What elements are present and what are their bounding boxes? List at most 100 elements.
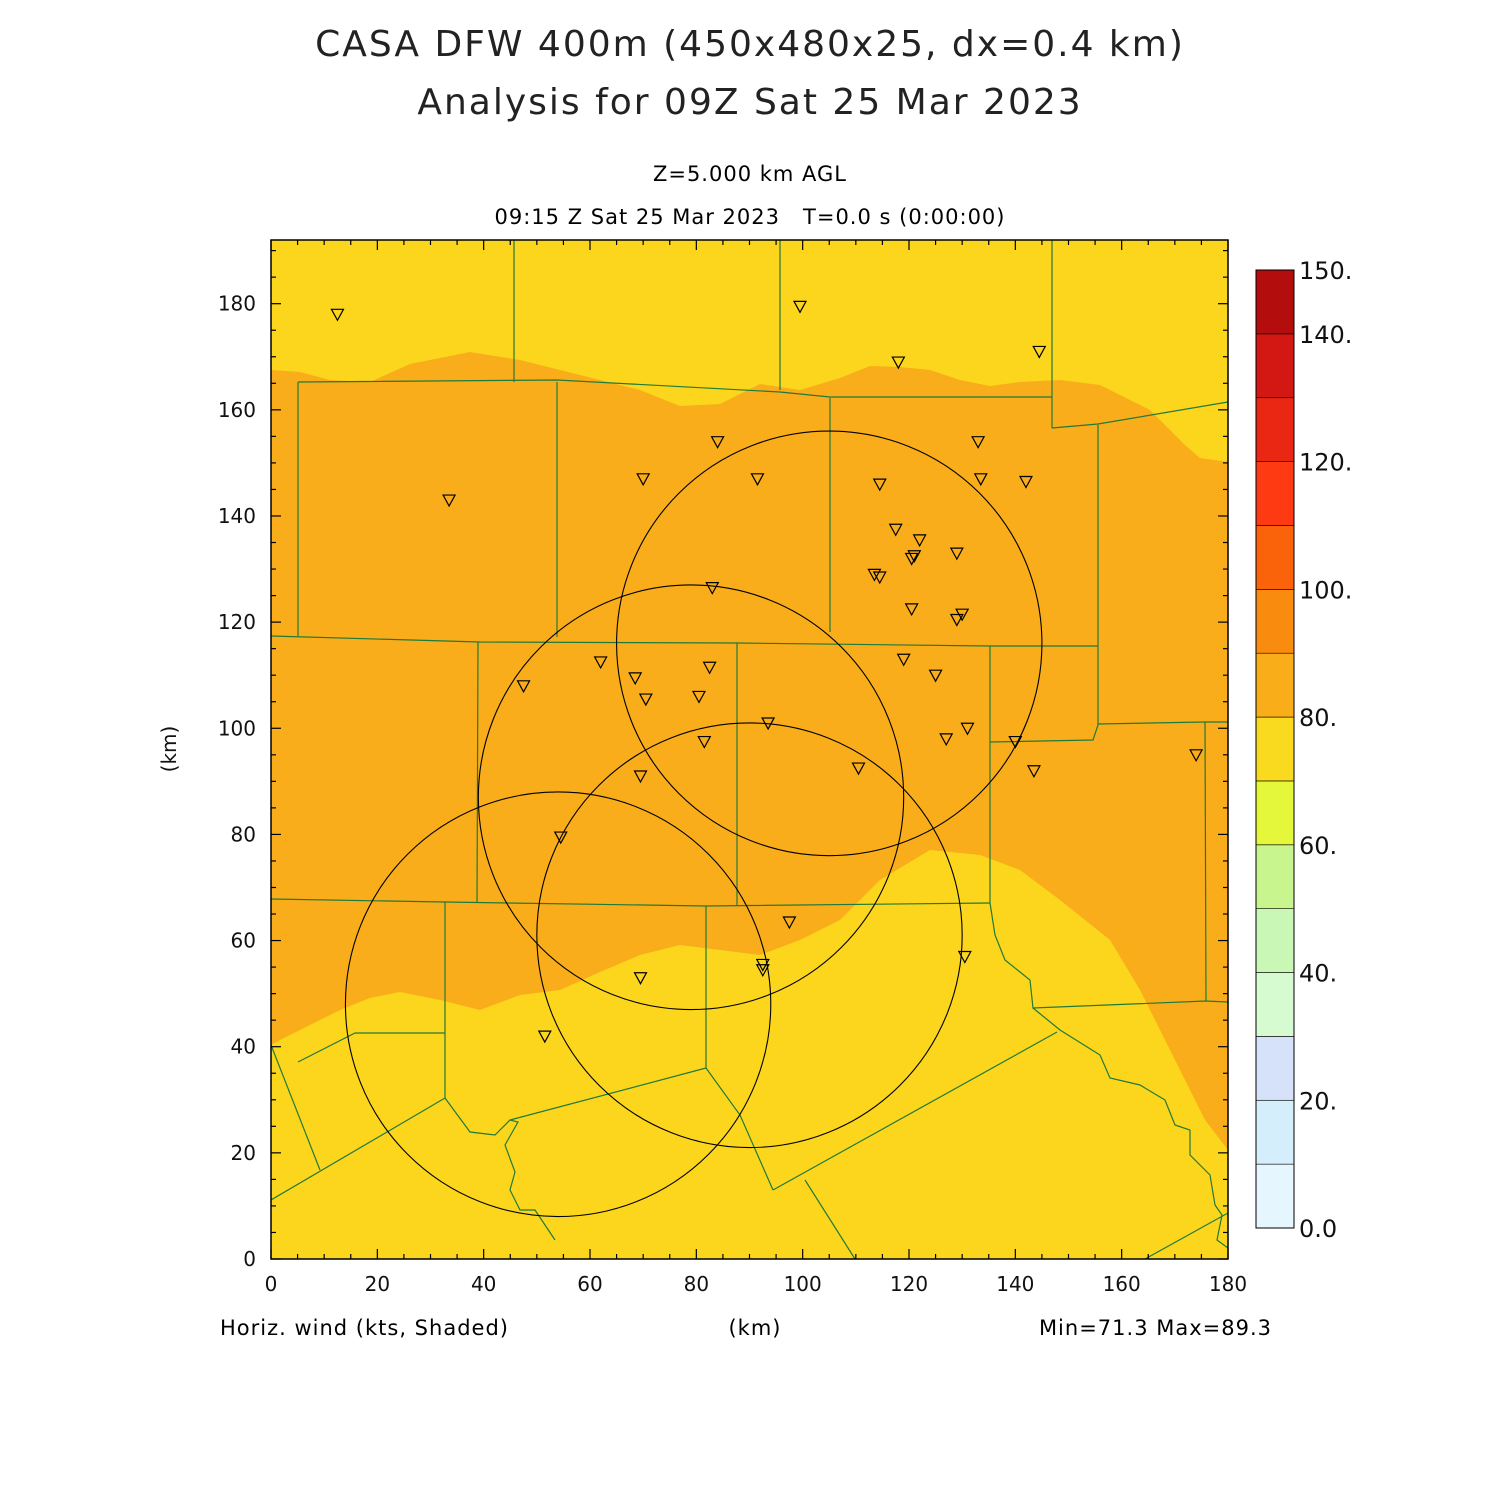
station-marker — [891, 356, 906, 370]
station-marker — [949, 547, 964, 561]
colorbar-swatch — [1255, 1099, 1295, 1165]
station-marker — [792, 300, 808, 314]
level-subtitle: Z=5.000 km AGL — [652, 162, 848, 186]
colorbar-swatch — [1255, 269, 1295, 335]
colorbar-swatch — [1255, 589, 1295, 654]
y-tick-label: 180 — [218, 292, 256, 316]
station-marker — [710, 436, 725, 449]
station-marker — [537, 1030, 552, 1044]
colorbar-label: 60. — [1299, 832, 1337, 860]
station-marker — [705, 582, 720, 595]
station-marker — [904, 552, 919, 566]
colorbar-swatch — [1255, 525, 1295, 590]
colorbar-swatch — [1255, 716, 1295, 782]
station-marker — [1026, 765, 1041, 778]
x-tick-label: 120 — [890, 1272, 928, 1296]
station-marker — [633, 972, 648, 985]
station-marker — [330, 308, 345, 322]
min-max-readout: Min=71.3 Max=89.3 — [1038, 1316, 1272, 1340]
station-marker — [1032, 345, 1047, 359]
station-marker — [1018, 475, 1033, 489]
colorbar-label: 20. — [1299, 1087, 1337, 1115]
station-marker — [755, 964, 770, 978]
x-axis-label: (km) — [728, 1316, 782, 1340]
colorbar: 0.0 20. 40. 60. 80. 100. 120. 140. 150. — [1255, 257, 1352, 1243]
wind-zone-80-90 — [271, 352, 1228, 1150]
colorbar-label: 100. — [1299, 576, 1352, 604]
y-tick-label: 120 — [218, 610, 256, 634]
station-marker — [702, 661, 717, 675]
x-tick-label: 140 — [996, 1272, 1034, 1296]
station-marker — [761, 717, 776, 731]
axis-tick-labels: 0 20 40 60 80 100 120 140 160 180 0 20 40 60 80 100 120 1… — [218, 292, 1247, 1296]
station-marker — [960, 722, 975, 736]
x-tick-label: 0 — [265, 1272, 278, 1296]
chart-title: CASA DFW 400m (450x480x25, dx=0.4 km) — [315, 24, 1185, 65]
x-tick-label: 40 — [471, 1272, 496, 1296]
station-marker — [949, 613, 964, 627]
county-boundaries — [271, 240, 1228, 1259]
station-marker — [928, 669, 943, 683]
range-ring-1 — [616, 430, 1043, 857]
station-marker — [907, 550, 922, 564]
station-marker — [782, 916, 797, 930]
colorbar-swatch — [1255, 461, 1295, 526]
colorbar-swatch — [1255, 397, 1295, 462]
station-marker — [593, 656, 608, 670]
colorbar-swatch — [1255, 972, 1295, 1037]
colorbar-swatch — [1255, 780, 1295, 846]
y-tick-label: 0 — [243, 1247, 256, 1271]
station-marker — [957, 950, 972, 964]
station-marker — [971, 436, 986, 449]
colorbar-swatch — [1255, 1163, 1295, 1229]
colorbar-swatch — [1255, 908, 1295, 973]
station-marker — [904, 603, 919, 617]
colorbar-swatch — [1255, 1036, 1295, 1101]
station-marker — [638, 693, 653, 707]
station-marker — [628, 672, 643, 686]
station-marker — [633, 770, 648, 784]
station-marker — [851, 762, 866, 776]
station-marker — [872, 478, 887, 492]
station-marker — [888, 523, 903, 537]
y-tick-label: 60 — [231, 929, 256, 953]
range-ring-3 — [536, 722, 963, 1149]
colorbar-label: 0.0 — [1299, 1215, 1337, 1243]
station-marker — [896, 653, 911, 667]
range-ring-4 — [344, 791, 772, 1218]
y-tick-label: 20 — [231, 1141, 256, 1165]
station-marker — [636, 473, 651, 487]
chart-title-analysis-time: Analysis for 09Z Sat 25 Mar 2023 — [417, 82, 1083, 123]
x-tick-label: 20 — [365, 1272, 390, 1296]
colorbar-swatch — [1255, 652, 1295, 718]
y-tick-label: 40 — [231, 1035, 256, 1059]
valid-time-subtitle: 09:15 Z Sat 25 Mar 2023 T=0.0 s (0:00:00… — [494, 205, 1006, 229]
axis-ticks — [270, 240, 1229, 1260]
station-marker — [691, 690, 707, 704]
colorbar-swatch — [1255, 333, 1295, 399]
station-marker — [553, 831, 568, 845]
colorbar-frame — [1255, 269, 1295, 1229]
station-marker — [867, 568, 882, 582]
x-tick-label: 60 — [577, 1272, 602, 1296]
colorbar-label: 150. — [1299, 257, 1352, 285]
shaded-field — [271, 240, 1228, 1259]
station-marker — [697, 735, 712, 749]
colorbar-label: 140. — [1299, 321, 1352, 349]
observation-stations — [330, 300, 1204, 1044]
x-tick-label: 100 — [784, 1272, 822, 1296]
y-tick-label: 80 — [231, 822, 256, 846]
y-axis-label: (km) — [157, 726, 181, 773]
x-tick-label: 180 — [1209, 1272, 1247, 1296]
station-marker — [1189, 749, 1204, 763]
station-marker — [1008, 735, 1023, 749]
station-marker — [939, 733, 954, 747]
colorbar-label: 120. — [1299, 449, 1352, 477]
station-marker — [872, 571, 887, 585]
x-tick-label: 160 — [1103, 1272, 1141, 1296]
x-tick-label: 80 — [684, 1272, 709, 1296]
y-tick-label: 100 — [218, 716, 256, 740]
range-ring-2 — [477, 584, 905, 1011]
y-tick-label: 140 — [218, 504, 256, 528]
